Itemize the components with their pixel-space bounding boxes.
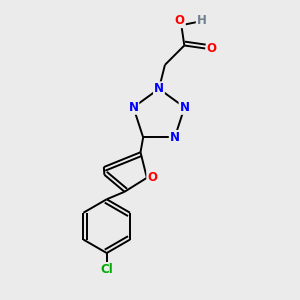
Text: O: O bbox=[207, 42, 217, 55]
Text: N: N bbox=[179, 101, 190, 114]
Text: H: H bbox=[197, 14, 207, 27]
Text: O: O bbox=[175, 14, 185, 27]
Text: O: O bbox=[147, 171, 157, 184]
Text: N: N bbox=[170, 131, 180, 144]
Text: N: N bbox=[128, 101, 138, 114]
Text: Cl: Cl bbox=[100, 263, 113, 276]
Text: N: N bbox=[154, 82, 164, 95]
